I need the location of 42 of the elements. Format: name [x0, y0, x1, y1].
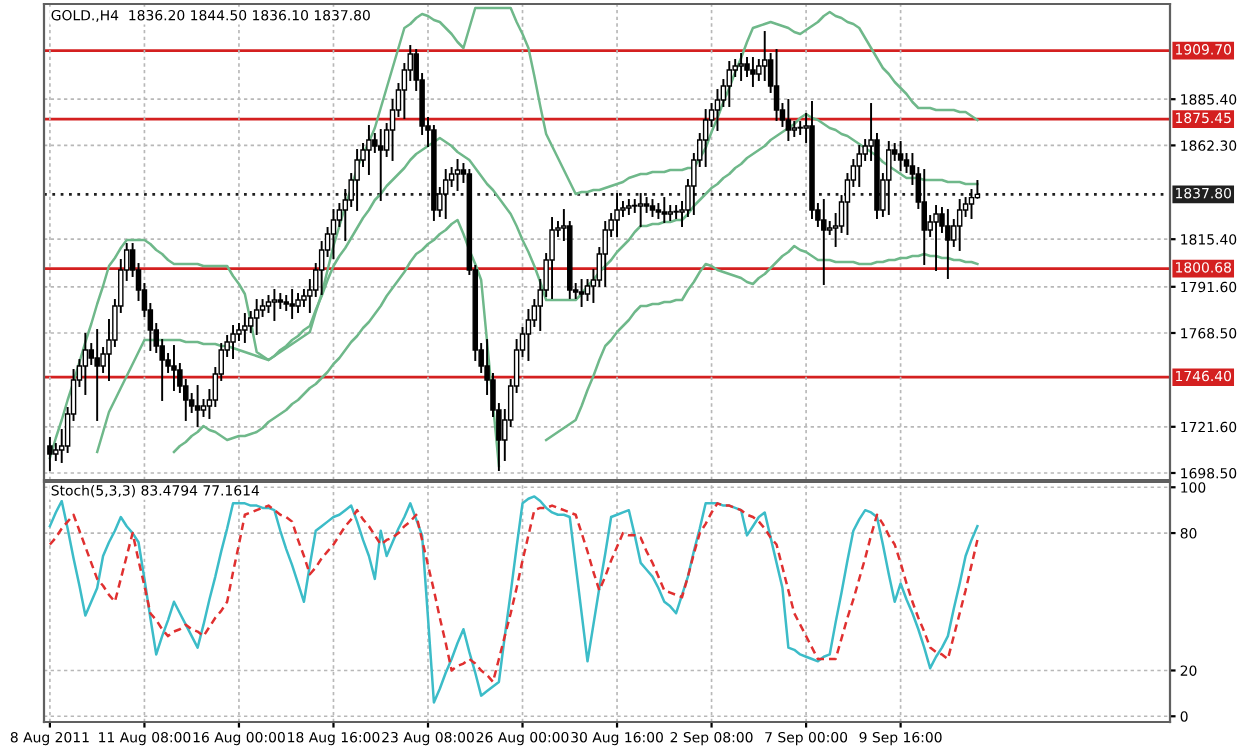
- candlestick: [171, 345, 177, 391]
- candlestick: [897, 141, 904, 171]
- candlestick: [738, 53, 744, 81]
- candlestick: [886, 141, 892, 215]
- candlestick: [377, 129, 384, 201]
- candlestick: [454, 159, 461, 191]
- candlestick: [578, 279, 585, 307]
- candlestick: [295, 293, 301, 313]
- candlestick: [702, 109, 709, 167]
- candlestick: [94, 329, 100, 421]
- candlestick: [549, 217, 555, 299]
- candlestick: [632, 199, 638, 213]
- candlestick: [82, 333, 89, 395]
- candlestick: [47, 437, 53, 471]
- candlestick: [253, 299, 260, 335]
- candlestick: [856, 145, 863, 187]
- line-series: [48, 6, 979, 460]
- candlestick: [242, 313, 248, 343]
- candlestick: [933, 205, 939, 271]
- candlestick: [330, 209, 337, 259]
- candlestick: [354, 149, 360, 211]
- candlestick: [614, 193, 620, 237]
- candlestick: [673, 205, 679, 219]
- candlestick: [442, 169, 449, 219]
- candlestick: [230, 325, 236, 359]
- candlestick: [945, 209, 951, 279]
- candlestick: [271, 289, 278, 321]
- candlestick: [289, 289, 295, 319]
- candlestick: [797, 121, 803, 135]
- candlestick: [637, 193, 644, 227]
- candlestick: [750, 57, 756, 87]
- candlestick: [921, 169, 928, 265]
- candlestick: [366, 125, 372, 175]
- candlestick: [661, 197, 668, 223]
- candlestick: [773, 49, 780, 121]
- candlestick: [726, 61, 733, 107]
- candlestick: [602, 221, 608, 287]
- candlestick: [785, 99, 792, 141]
- candlestick: [956, 199, 963, 251]
- candlestick: [821, 199, 827, 285]
- candlestick: [194, 385, 201, 427]
- candlestick: [761, 31, 768, 81]
